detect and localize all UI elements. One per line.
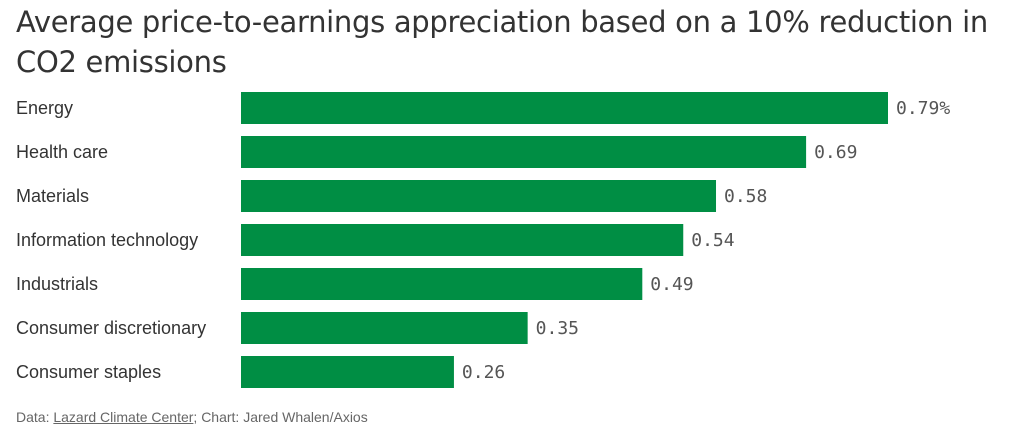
bar bbox=[241, 136, 807, 168]
value-label: 0.35 bbox=[536, 318, 579, 339]
value-label: 0.79% bbox=[896, 98, 950, 119]
footer-suffix: ; Chart: Jared Whalen/Axios bbox=[193, 409, 368, 425]
category-label: Information technology bbox=[16, 230, 198, 250]
value-label: 0.49 bbox=[650, 274, 693, 295]
value-label: 0.26 bbox=[462, 362, 505, 383]
category-label: Industrials bbox=[16, 274, 98, 294]
category-label: Consumer discretionary bbox=[16, 318, 206, 338]
value-label: 0.58 bbox=[724, 186, 767, 207]
bar bbox=[241, 180, 717, 212]
bars-layer: Energy 0.79% Health care 0.69 Materials 0.58 I… bbox=[16, 92, 950, 388]
chart-title: Average price-to-earnings appreciation b… bbox=[16, 5, 988, 79]
bar bbox=[241, 268, 643, 300]
category-label: Health care bbox=[16, 142, 108, 162]
value-label: 0.54 bbox=[691, 230, 734, 251]
value-label: 0.69 bbox=[814, 142, 857, 163]
bar bbox=[241, 92, 888, 124]
footer-prefix: Data: bbox=[16, 409, 54, 425]
category-label: Energy bbox=[16, 98, 73, 118]
bar bbox=[241, 356, 454, 388]
bar bbox=[241, 312, 528, 344]
source-link[interactable]: Lazard Climate Center bbox=[53, 409, 194, 425]
bar bbox=[241, 224, 684, 256]
bar-chart: Energy 0.79% Health care 0.69 Materials 0.58 I… bbox=[16, 92, 950, 388]
category-label: Consumer staples bbox=[16, 362, 161, 382]
chart-footer: Data: Lazard Climate Center; Chart: Jare… bbox=[16, 409, 368, 425]
category-label: Materials bbox=[16, 186, 89, 206]
